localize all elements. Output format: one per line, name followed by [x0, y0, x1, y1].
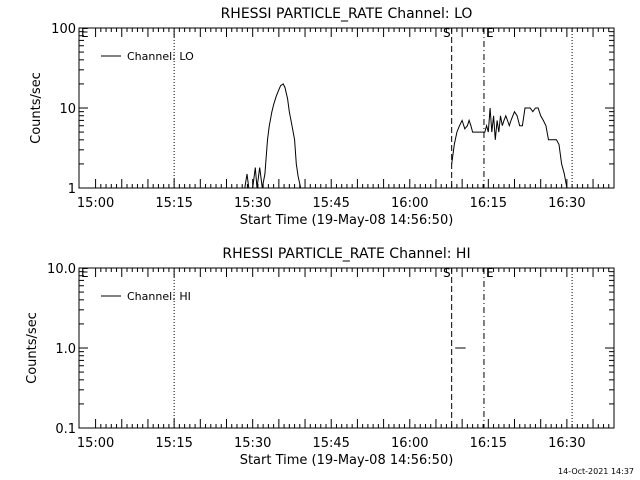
x-tick-label: 15:00	[77, 436, 114, 451]
chart-panel-1: RHESSI PARTICLE_RATE Channel: LO 15:00 15:…	[29, 6, 615, 228]
y-tick-label: 100	[51, 22, 76, 37]
chart-panel-2: RHESSI PARTICLE_RATE Channel: HI 15:00 15:…	[25, 246, 615, 468]
x-tick-label: 15:45	[312, 196, 349, 211]
x-tick-label: 15:15	[155, 436, 192, 451]
series-line	[451, 107, 568, 189]
x-tick-label: 15:15	[155, 196, 192, 211]
event-marker-label: E	[486, 266, 494, 280]
chart-title: RHESSI PARTICLE_RATE Channel: HI	[222, 246, 470, 262]
y-tick-label: 1.0	[55, 342, 76, 357]
y-tick-label: 1	[68, 182, 76, 197]
legend-label: Channel: LO	[127, 50, 194, 63]
y-tick-label: 0.1	[55, 422, 76, 437]
x-tick-label: 15:30	[234, 196, 271, 211]
x-tick-label: 16:00	[391, 196, 428, 211]
event-marker-label: E	[81, 266, 89, 280]
footer-timestamp: 14-Oct-2021 14:37	[558, 467, 634, 476]
x-tick-label: 15:45	[312, 436, 349, 451]
series-line	[244, 83, 302, 189]
event-marker-label: S	[443, 26, 451, 40]
x-tick-label: 16:30	[548, 436, 585, 451]
y-axis-label: Counts/sec	[29, 72, 44, 144]
y-tick-label: 10	[59, 102, 76, 117]
y-tick-label: 10.0	[47, 262, 76, 277]
x-tick-label: 15:30	[234, 436, 271, 451]
x-axis-label: Start Time (19-May-08 14:56:50)	[240, 453, 454, 468]
x-tick-label: 16:00	[391, 436, 428, 451]
x-tick-label: 16:15	[470, 436, 507, 451]
event-marker-label: E	[486, 26, 494, 40]
event-marker-label: S	[443, 266, 451, 280]
x-tick-label: 16:30	[548, 196, 585, 211]
x-tick-label: 15:00	[77, 196, 114, 211]
x-tick-label: 16:15	[470, 196, 507, 211]
chart-title: RHESSI PARTICLE_RATE Channel: LO	[221, 6, 473, 22]
y-axis-label: Counts/sec	[25, 312, 40, 384]
legend-label: Channel: HI	[127, 290, 191, 303]
x-axis-label: Start Time (19-May-08 14:56:50)	[240, 213, 454, 228]
event-marker-label: E	[81, 26, 89, 40]
